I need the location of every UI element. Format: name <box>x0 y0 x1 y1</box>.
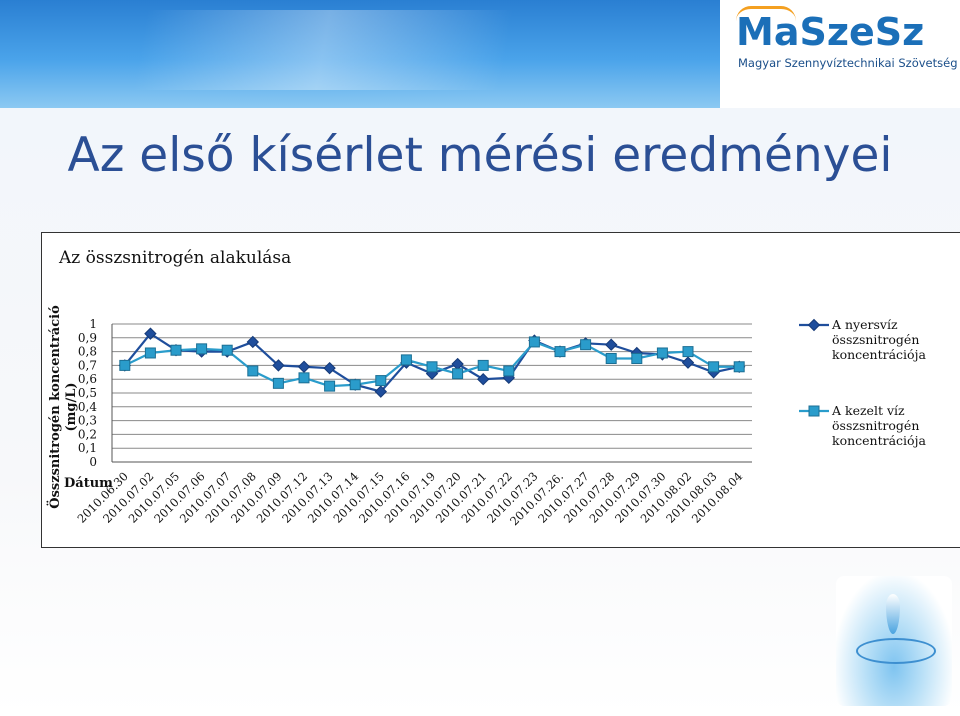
y-tick-label: 0 <box>89 455 97 469</box>
data-point-2 <box>503 365 515 377</box>
data-point-2 <box>733 361 745 373</box>
data-point-1 <box>272 359 285 372</box>
data-point-2 <box>196 343 208 355</box>
data-point-1 <box>144 327 157 340</box>
data-point-2 <box>119 359 131 371</box>
ripple-icon <box>856 638 936 664</box>
data-point-2 <box>144 347 156 359</box>
chart-title: Az összsnitrogén alakulása <box>58 248 291 268</box>
water-drop-image <box>836 576 952 706</box>
data-point-2 <box>580 339 592 351</box>
logo-subtitle: Magyar Szennyvíztechnikai Szövetség <box>738 56 958 70</box>
legend-label-1: A nyersvíz összsnitrogén koncentrációja <box>831 317 926 362</box>
legend-label-2: A kezelt víz összsnitrogén koncentrációja <box>831 403 926 448</box>
slide-title: Az első kísérlet mérési eredményei <box>67 128 893 183</box>
drop-icon <box>886 594 900 634</box>
data-point-1 <box>297 360 311 373</box>
data-point-2 <box>400 354 412 366</box>
data-point-1 <box>246 335 260 349</box>
x-axis-label: Dátum <box>64 476 113 491</box>
data-point-1 <box>451 357 464 371</box>
y-tick-label: 0,1 <box>78 441 97 455</box>
data-point-1 <box>374 385 388 398</box>
y-tick-label: 0,9 <box>78 331 97 345</box>
data-point-2 <box>477 359 489 371</box>
data-point-2 <box>221 344 233 356</box>
data-point-1 <box>681 356 695 369</box>
data-point-2 <box>528 336 540 348</box>
y-axis-label-unit: (mg/L) <box>64 382 79 431</box>
y-tick-label: 0,7 <box>78 358 97 372</box>
data-point-2 <box>298 372 310 384</box>
y-tick-label: 0,6 <box>78 372 97 386</box>
y-tick-label: 1 <box>89 317 97 331</box>
data-point-2 <box>375 375 387 387</box>
data-point-2 <box>708 361 720 373</box>
data-point-2 <box>452 368 464 380</box>
data-point-1 <box>323 361 336 375</box>
line-chart: Az összsnitrogén alakulása00,10,20,30,40… <box>46 248 926 528</box>
y-tick-label: 0,5 <box>78 386 97 400</box>
logo-name: MaSzeSz <box>736 10 925 54</box>
y-tick-label: 0,3 <box>78 414 97 428</box>
data-point-2 <box>605 353 617 364</box>
header-light-streak <box>0 10 720 90</box>
legend-marker-1 <box>807 318 821 332</box>
chart-frame: Az összsnitrogén alakulása 0 0,1 0,2 0,3 0,4 0… <box>41 232 960 548</box>
data-point-2 <box>426 361 438 373</box>
maszesz-logo: MaSzeSz Magyar Szennyvíztechnikai Szövet… <box>730 6 958 72</box>
y-tick-label: 0,2 <box>78 427 97 441</box>
header-band <box>0 0 720 108</box>
logo-arc-icon <box>736 6 796 21</box>
y-axis-label: Összsnitrogén koncentráció <box>46 305 63 509</box>
y-tick-label: 0,8 <box>78 345 97 359</box>
y-tick-label: 0,4 <box>78 400 97 414</box>
data-point-2 <box>682 346 694 358</box>
data-point-2 <box>272 377 284 389</box>
data-point-2 <box>247 365 259 377</box>
data-point-2 <box>631 353 643 364</box>
data-point-1 <box>604 338 618 351</box>
data-point-2 <box>170 344 182 356</box>
data-point-1 <box>476 372 490 386</box>
data-point-2 <box>554 346 566 358</box>
legend-marker-2 <box>808 405 820 417</box>
data-point-2 <box>656 347 668 359</box>
data-point-2 <box>349 379 361 391</box>
data-point-2 <box>324 380 336 392</box>
